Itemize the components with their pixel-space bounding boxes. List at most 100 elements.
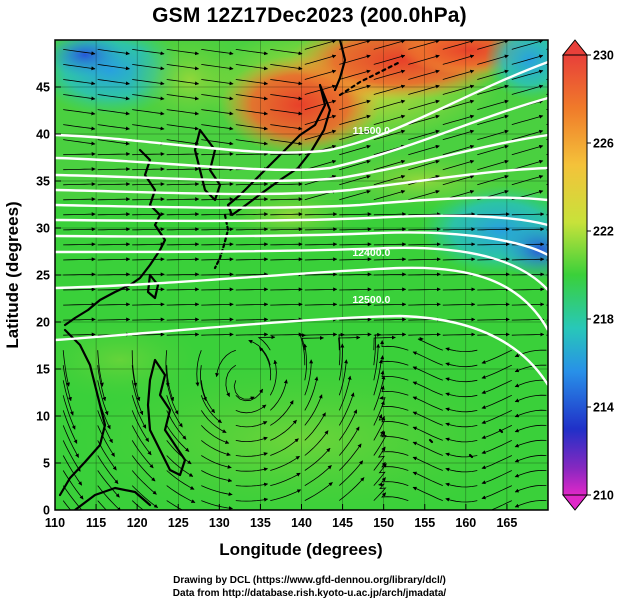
wind-streamline (132, 49, 165, 56)
wind-streamline (408, 69, 440, 80)
wind-streamline (270, 79, 303, 86)
wind-streamline (408, 84, 440, 95)
wind-streamline (477, 287, 510, 292)
wind-streamline (97, 79, 130, 86)
wind-streamline (412, 381, 443, 396)
wind-streamline (408, 99, 440, 110)
wind-streamline (445, 392, 478, 398)
pacific-islands (428, 428, 504, 459)
wind-streamline (235, 404, 267, 414)
colorbar-tick-label: 210 (593, 489, 614, 503)
wind-streamline (408, 287, 441, 292)
wind-streamline (235, 482, 269, 487)
wind-streamline (338, 392, 355, 426)
wind-streamline (481, 394, 512, 409)
contour-label: 12400.0 (352, 247, 390, 259)
wind-streamline (235, 287, 269, 292)
wind-streamline (373, 159, 406, 171)
wind-streamline (339, 69, 371, 80)
wind-streamline (481, 440, 512, 455)
wind-streamline (381, 477, 409, 486)
wind-streamline (270, 455, 300, 471)
wind-streamline (166, 425, 190, 452)
wind-streamline (412, 396, 443, 411)
wind-streamline (511, 257, 545, 262)
wind-streamline (235, 452, 268, 457)
wind-streamline (235, 227, 269, 232)
wind-streamline (63, 139, 96, 146)
wind-streamline (477, 84, 509, 95)
wind-streamline (97, 455, 119, 485)
wind-streamline (514, 439, 547, 448)
wind-streamline (381, 431, 409, 441)
wind-streamline (63, 212, 96, 217)
wind-streamline (304, 287, 338, 292)
contour-label: 11500.0 (353, 125, 391, 137)
wind-streamline (304, 40, 337, 50)
wind-streamline (235, 139, 268, 146)
y-tick-label: 5 (43, 457, 50, 471)
wind-streamline (235, 317, 269, 322)
colorbar-ticks: 230 226 222 218 214 210 (587, 49, 614, 503)
wind-streamline (511, 69, 544, 80)
borneo-coastline (73, 486, 152, 510)
wind-streamline (373, 395, 386, 426)
wind-streamline (477, 40, 509, 50)
wind-streamline (373, 287, 407, 292)
wind-streamline (373, 129, 406, 140)
wind-streamline (235, 49, 268, 56)
wind-streamline (445, 422, 478, 428)
wind-streamline (97, 197, 131, 202)
map-title: GSM 12Z17Dec2023 (200.0hPa) (152, 4, 467, 27)
wind-streamline (166, 287, 200, 292)
wind-streamline (201, 124, 234, 131)
wind-streamline (442, 69, 475, 80)
wind-streamline (373, 242, 407, 247)
wind-streamline (166, 139, 199, 146)
china-coastline (63, 148, 167, 327)
wind-streamline (373, 227, 407, 232)
wind-streamline (235, 421, 268, 428)
wind-streamline (97, 272, 131, 277)
wind-streamline (235, 436, 268, 443)
wind-streamline (201, 79, 234, 86)
wind-streamline (63, 124, 96, 131)
wind-streamline (97, 317, 131, 322)
wind-streamline (62, 410, 78, 444)
y-tick-label: 35 (36, 175, 50, 189)
x-tick-label: 115 (86, 516, 106, 530)
wind-streamline (132, 167, 165, 172)
wind-streamline (132, 64, 165, 71)
wind-streamline (445, 482, 478, 488)
wind-streamline (339, 302, 372, 307)
x-tick-label: 150 (373, 516, 394, 530)
coastlines (58, 40, 504, 510)
wind-streamline (514, 394, 547, 403)
credits: Drawing by DCL (https://www.gfd-dennou.o… (0, 574, 619, 600)
wind-streamline (166, 197, 200, 202)
wind-streamline (442, 54, 475, 65)
wind-streamline (511, 40, 544, 50)
wind-streamline (166, 94, 199, 101)
wind-streamline (195, 350, 202, 387)
wind-streamline (481, 379, 512, 394)
wind-streamline (201, 455, 232, 469)
wind-streamline (270, 287, 303, 292)
wind-streamline (514, 364, 547, 373)
y-tick-label: 0 (43, 504, 50, 518)
wind-streamline (97, 257, 131, 262)
wind-streamline (166, 182, 200, 187)
x-tick-label: 130 (209, 516, 230, 530)
wind-streamline (97, 350, 104, 387)
wind-streamline (270, 94, 303, 101)
wind-streamline (408, 212, 441, 217)
wind-streamline (131, 440, 154, 469)
wind-streamline (445, 407, 478, 413)
wind-streamline (408, 257, 441, 262)
wind-streamline (270, 332, 303, 337)
wind-streamline (235, 64, 268, 71)
wind-streamline (380, 385, 409, 396)
wind-streamline (304, 394, 323, 426)
wind-streamline (412, 411, 443, 426)
wind-streamline (339, 159, 371, 171)
